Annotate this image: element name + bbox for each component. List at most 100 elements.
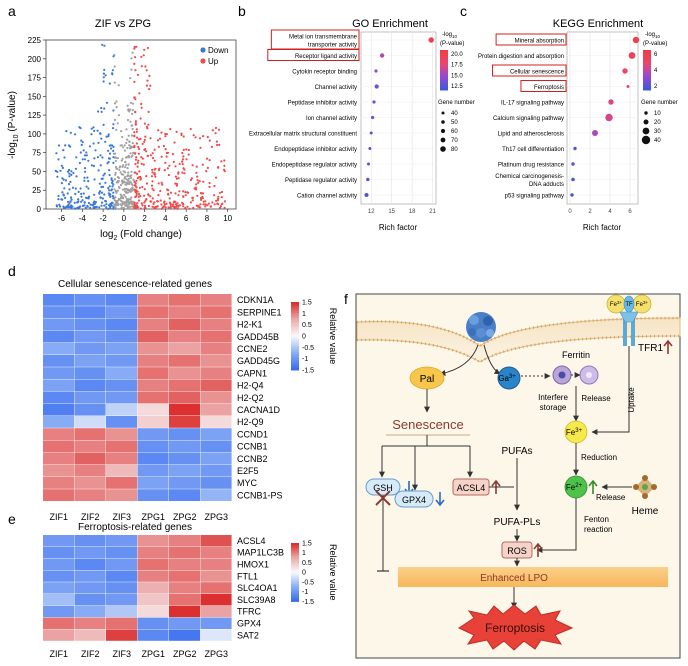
volcano-point-neutral bbox=[123, 177, 126, 180]
lpo-bar bbox=[398, 567, 668, 587]
volcano-point-up bbox=[181, 151, 184, 155]
heatmap-cell bbox=[43, 570, 75, 582]
heatmap-cell bbox=[106, 535, 138, 547]
volcano-point-up bbox=[215, 176, 218, 179]
fenton-label-2: reaction bbox=[584, 525, 612, 534]
volcano-point-down bbox=[61, 191, 64, 194]
enrich-term-label: Calcium signaling pathway bbox=[493, 116, 564, 122]
volcano-point-up bbox=[141, 157, 144, 160]
volcano-point-up bbox=[137, 145, 140, 149]
volcano-point-up bbox=[134, 122, 137, 125]
volcano-point-down bbox=[56, 175, 59, 178]
volcano-point-down bbox=[77, 198, 80, 201]
volcano-point-up bbox=[139, 178, 142, 181]
heatmap-cell bbox=[200, 416, 232, 428]
volcano-legend: Down Up bbox=[200, 46, 228, 66]
volcano-point-up bbox=[213, 184, 216, 188]
enrich-term-label: Peptidase regulator activity bbox=[285, 178, 357, 184]
volcano-point-down bbox=[69, 131, 72, 134]
volcano-point-up bbox=[214, 132, 217, 135]
volcano-point-up bbox=[136, 73, 140, 76]
heatmap-cell bbox=[169, 546, 201, 559]
size-legend-label: 30 bbox=[654, 129, 661, 135]
size-legend-label: 50 bbox=[451, 120, 458, 126]
volcano-point-neutral bbox=[131, 186, 134, 189]
size-legend-label: 70 bbox=[451, 138, 458, 144]
volcano-point-up bbox=[177, 177, 180, 180]
volcano-point-up bbox=[178, 162, 181, 165]
volcano-point-down bbox=[109, 195, 112, 198]
volcano-point-up bbox=[175, 177, 178, 180]
volcano-point-up bbox=[169, 203, 172, 206]
heatmap-scale-step bbox=[291, 340, 299, 344]
volcano-point-up bbox=[146, 46, 149, 50]
volcano-point-down bbox=[68, 202, 71, 205]
size-legend-dot bbox=[643, 119, 649, 125]
volcano-point-up bbox=[223, 206, 226, 209]
volcano-point-down bbox=[101, 43, 104, 46]
volcano-point-neutral bbox=[127, 171, 130, 174]
volcano-point-neutral bbox=[115, 128, 118, 131]
volcano-point-up bbox=[191, 196, 194, 199]
enrich-dot bbox=[628, 52, 636, 59]
volcano-point-up bbox=[135, 189, 138, 192]
heatmap-cell bbox=[200, 342, 232, 355]
volcano-point-up bbox=[192, 206, 195, 209]
color-legend-tick: 20.0 bbox=[451, 52, 463, 58]
heatmap-cell bbox=[137, 355, 169, 367]
volcano-point-down bbox=[100, 185, 103, 189]
volcano-point-down bbox=[66, 200, 70, 203]
volcano-point-down bbox=[71, 186, 74, 189]
volcano-point-up bbox=[133, 131, 136, 134]
volcano-x-tick-label: -4 bbox=[79, 214, 87, 223]
gpx4-node bbox=[394, 490, 434, 508]
heatmap-cell bbox=[43, 535, 75, 547]
volcano-point-down bbox=[108, 173, 111, 177]
volcano-point-up bbox=[134, 158, 138, 161]
volcano-point-up bbox=[136, 204, 139, 207]
volcano-point-neutral bbox=[128, 144, 131, 147]
volcano-point-down bbox=[109, 193, 112, 196]
volcano-point-up bbox=[181, 201, 184, 204]
size-legend-label: 10 bbox=[654, 111, 661, 117]
volcano-point-neutral bbox=[119, 193, 122, 196]
enrich-x-tick-label: 21 bbox=[429, 209, 436, 215]
volcano-point-up bbox=[144, 199, 147, 202]
volcano-point-down bbox=[100, 110, 103, 113]
heatmap-cell bbox=[137, 342, 169, 355]
color-legend-tick: 4 bbox=[654, 68, 658, 74]
acsl4-label: ACSL4 bbox=[457, 483, 486, 493]
heatmap-cell bbox=[106, 605, 138, 618]
volcano-point-up bbox=[157, 145, 160, 148]
heatmap-row-label: CAPN1 bbox=[237, 368, 267, 378]
heatmap-cell bbox=[200, 294, 232, 306]
volcano-point-up bbox=[152, 202, 155, 205]
heatmap-scale-step bbox=[291, 591, 299, 595]
volcano-point-down bbox=[57, 198, 60, 201]
volcano-point-up bbox=[151, 197, 154, 200]
volcano-point-up bbox=[204, 203, 207, 206]
volcano-point-down bbox=[64, 179, 68, 182]
nanoparticle-icon bbox=[466, 312, 496, 342]
ga-node bbox=[497, 366, 521, 390]
heatmap-cell bbox=[200, 489, 232, 501]
volcano-point-neutral bbox=[129, 181, 133, 184]
heatmap-scale-step bbox=[291, 572, 299, 575]
heatmap-cell bbox=[106, 617, 138, 629]
heatmap-cell bbox=[200, 379, 232, 392]
volcano-point-down bbox=[107, 133, 110, 136]
volcano-point-down bbox=[87, 159, 90, 162]
volcano-point-down bbox=[100, 201, 104, 204]
membrane-dots bbox=[356, 316, 681, 348]
heatmap-cell bbox=[43, 489, 75, 501]
heatmap-row-label: TFRC bbox=[237, 607, 261, 617]
heatmap-column-label: ZPG2 bbox=[173, 512, 197, 522]
volcano-point-neutral bbox=[113, 118, 116, 122]
volcano-point-up bbox=[217, 197, 220, 200]
heatmap-row-label: ACSL4 bbox=[237, 536, 266, 546]
color-legend-step bbox=[440, 64, 448, 67]
heatmap-cell bbox=[200, 367, 232, 379]
volcano-point-up bbox=[157, 182, 160, 185]
heatmap-cell bbox=[137, 477, 169, 489]
